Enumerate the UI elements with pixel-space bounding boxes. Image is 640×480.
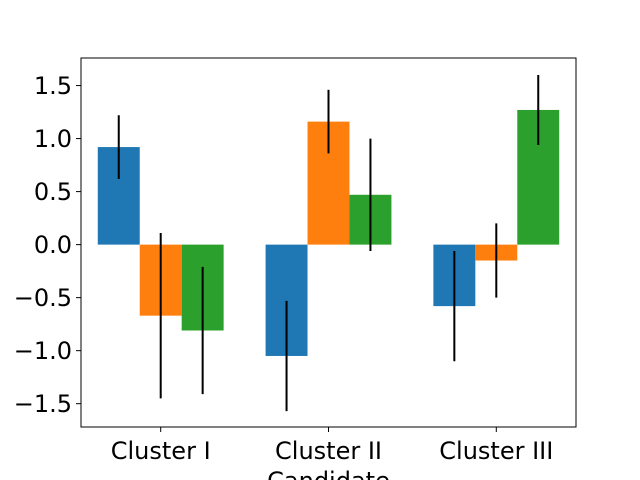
x-tick-label: Cluster I bbox=[111, 437, 211, 465]
error-bars-layer bbox=[117, 74, 540, 412]
y-tick-label: 0.0 bbox=[34, 231, 72, 259]
y-axis: −1.5 −1.0 −0.5 0.0 0.5 1.0 1.5 bbox=[14, 72, 81, 418]
y-tick-label: −1.5 bbox=[14, 390, 72, 418]
y-tick-label: 1.0 bbox=[34, 125, 72, 153]
y-tick-label: 1.5 bbox=[34, 72, 72, 100]
x-axis: Cluster I Cluster II Cluster III bbox=[111, 427, 553, 465]
x-tick-label: Cluster II bbox=[275, 437, 382, 465]
x-tick-label: Cluster III bbox=[439, 437, 553, 465]
y-tick-label: 0.5 bbox=[34, 178, 72, 206]
x-axis-label: Candidate bbox=[267, 467, 390, 480]
y-tick-label: −1.0 bbox=[14, 337, 72, 365]
y-tick-label: −0.5 bbox=[14, 284, 72, 312]
